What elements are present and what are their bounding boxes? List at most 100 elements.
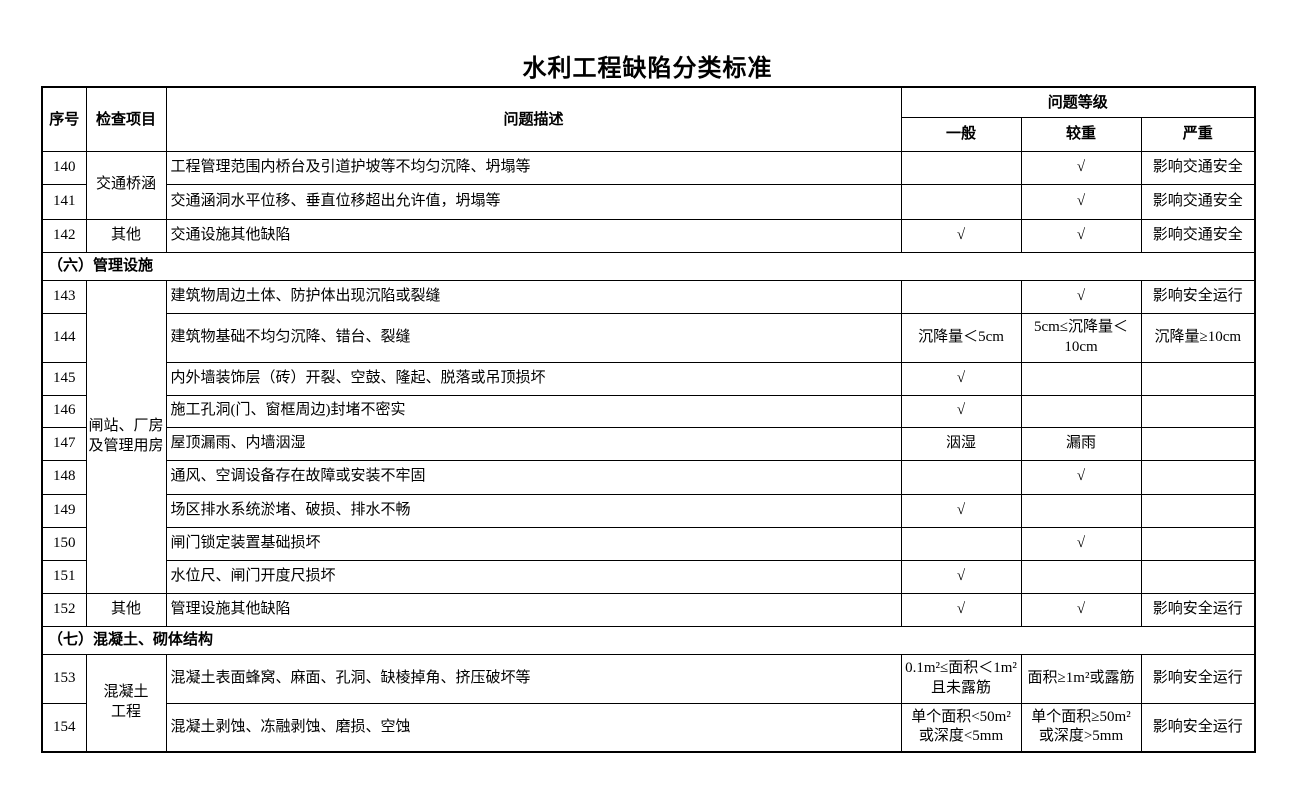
table-row: 144 建筑物基础不均匀沉降、错台、裂缝 沉降量＜5cm 5cm≤沉降量＜10c… xyxy=(41,312,1256,363)
severe-cell: 影响安全运行 xyxy=(1140,653,1256,704)
severe-cell xyxy=(1140,394,1256,428)
serious-cell: √ xyxy=(1020,592,1142,627)
severe-cell: 影响交通安全 xyxy=(1140,183,1256,220)
table-row: 140 交通桥涵 工程管理范围内桥台及引道护坡等不均匀沉降、坍塌等 √ 影响交通… xyxy=(41,150,1256,220)
serious-cell: 面积≥1m²或露筋 xyxy=(1020,653,1142,704)
serious-cell: 漏雨 xyxy=(1020,426,1142,461)
severe-cell: 沉降量≥10cm xyxy=(1140,312,1256,363)
item-cell: 其他 xyxy=(85,218,167,253)
serious-cell: √ xyxy=(1020,526,1142,561)
severe-cell xyxy=(1140,526,1256,561)
severe-cell xyxy=(1140,493,1256,528)
table-row: 146 施工孔洞(门、窗框周边)封堵不密实 √ xyxy=(41,394,1256,428)
row-no: 154 xyxy=(41,702,87,753)
serious-cell: √ xyxy=(1020,183,1142,220)
item-cell: 闸站、厂房 及管理用房 xyxy=(85,279,167,594)
section-label: （七）混凝土、砌体结构 xyxy=(41,625,1256,655)
table-row: 151 水位尺、闸门开度尺损坏 √ xyxy=(41,559,1256,594)
desc-cell: 混凝土剥蚀、冻融剥蚀、磨损、空蚀 xyxy=(165,702,902,753)
desc-cell: 场区排水系统淤堵、破损、排水不畅 xyxy=(165,493,902,528)
row-no: 148 xyxy=(41,459,87,495)
severe-cell xyxy=(1140,559,1256,594)
section-label: （六）管理设施 xyxy=(41,251,1256,281)
row-no: 153 xyxy=(41,653,87,704)
row-no: 141 xyxy=(41,183,87,220)
section-row-7: （七）混凝土、砌体结构 xyxy=(41,625,1256,655)
general-cell: 0.1m²≤面积＜1m²且未露筋 xyxy=(900,653,1022,704)
table-row: 141 交通涵洞水平位移、垂直位移超出允许值，坍塌等 √ 影响交通安全 xyxy=(41,183,1256,220)
serious-cell: √ xyxy=(1020,279,1142,314)
row-no: 147 xyxy=(41,426,87,461)
table-row: 152 其他 管理设施其他缺陷 √ √ 影响安全运行 xyxy=(41,592,1256,627)
severe-cell: 影响安全运行 xyxy=(1140,592,1256,627)
desc-cell: 施工孔洞(门、窗框周边)封堵不密实 xyxy=(165,394,902,428)
table-row: 154 混凝土剥蚀、冻融剥蚀、磨损、空蚀 单个面积<50m²或深度<5mm 单个… xyxy=(41,702,1256,753)
defect-classification-table: 序号 检查项目 问题描述 问题等级 一般 较重 严重 140 交通桥涵 工程管理… xyxy=(41,86,1257,753)
row-no: 146 xyxy=(41,394,87,428)
table-row: 142 其他 交通设施其他缺陷 √ √ 影响交通安全 xyxy=(41,218,1256,253)
general-cell: √ xyxy=(900,493,1022,528)
severe-cell xyxy=(1140,361,1256,396)
serious-cell: 5cm≤沉降量＜10cm xyxy=(1020,312,1142,363)
header-serious: 较重 xyxy=(1020,116,1142,152)
row-no: 149 xyxy=(41,493,87,528)
serious-cell: √ xyxy=(1020,218,1142,253)
table-row: 143 闸站、厂房 及管理用房 建筑物周边土体、防护体出现沉陷或裂缝 √ 影响安… xyxy=(41,279,1256,594)
desc-cell: 工程管理范围内桥台及引道护坡等不均匀沉降、坍塌等 xyxy=(165,150,902,185)
severe-cell: 影响安全运行 xyxy=(1140,702,1256,753)
general-cell: 单个面积<50m²或深度<5mm xyxy=(900,702,1022,753)
row-no: 140 xyxy=(41,150,87,185)
desc-cell: 闸门锁定装置基础损坏 xyxy=(165,526,902,561)
table-row: 145 内外墙装饰层（砖）开裂、空鼓、隆起、脱落或吊顶损坏 √ xyxy=(41,361,1256,396)
header-general: 一般 xyxy=(900,116,1022,152)
table-row: 150 闸门锁定装置基础损坏 √ xyxy=(41,526,1256,561)
general-cell: √ xyxy=(900,559,1022,594)
header-severe: 严重 xyxy=(1140,116,1256,152)
header-item: 检查项目 xyxy=(85,86,167,152)
general-cell: √ xyxy=(900,394,1022,428)
desc-cell: 内外墙装饰层（砖）开裂、空鼓、隆起、脱落或吊顶损坏 xyxy=(165,361,902,396)
item-cell: 其他 xyxy=(85,592,167,627)
general-cell xyxy=(900,150,1022,185)
general-cell: √ xyxy=(900,361,1022,396)
section-row-6: （六）管理设施 xyxy=(41,251,1256,281)
header-desc: 问题描述 xyxy=(165,86,902,152)
header-grade-group: 问题等级 xyxy=(900,86,1256,118)
general-cell: 洇湿 xyxy=(900,426,1022,461)
desc-cell: 混凝土表面蜂窝、麻面、孔洞、缺棱掉角、挤压破坏等 xyxy=(165,653,902,704)
serious-cell xyxy=(1020,493,1142,528)
serious-cell: 单个面积≥50m²或深度>5mm xyxy=(1020,702,1142,753)
desc-cell: 交通涵洞水平位移、垂直位移超出允许值，坍塌等 xyxy=(165,183,902,220)
row-no: 152 xyxy=(41,592,87,627)
header-row-2: 一般 较重 严重 xyxy=(42,116,1256,152)
serious-cell xyxy=(1020,559,1142,594)
row-no: 142 xyxy=(41,218,87,253)
severe-cell xyxy=(1140,426,1256,461)
page-title: 水利工程缺陷分类标准 xyxy=(522,55,773,82)
item-cell: 交通桥涵 xyxy=(85,150,167,220)
desc-cell: 屋顶漏雨、内墙洇湿 xyxy=(165,426,902,461)
general-cell: √ xyxy=(900,592,1022,627)
document-page: 水利工程缺陷分类标准 序号 检查项目 问题描述 问题等级 一般 较重 严重 xyxy=(0,56,1296,791)
general-cell xyxy=(900,279,1022,314)
serious-cell: √ xyxy=(1020,459,1142,495)
item-cell: 混凝土 工程 xyxy=(85,653,167,753)
desc-cell: 建筑物基础不均匀沉降、错台、裂缝 xyxy=(165,312,902,363)
general-cell xyxy=(900,526,1022,561)
row-no: 145 xyxy=(41,361,87,396)
header-row-1: 序号 检查项目 问题描述 问题等级 xyxy=(41,86,1256,152)
row-no: 143 xyxy=(41,279,87,314)
row-no: 144 xyxy=(41,312,87,363)
severe-cell xyxy=(1140,459,1256,495)
row-no: 151 xyxy=(41,559,87,594)
desc-cell: 交通设施其他缺陷 xyxy=(165,218,902,253)
desc-cell: 管理设施其他缺陷 xyxy=(165,592,902,627)
desc-cell: 水位尺、闸门开度尺损坏 xyxy=(165,559,902,594)
severe-cell: 影响交通安全 xyxy=(1140,218,1256,253)
table-row: 148 通风、空调设备存在故障或安装不牢固 √ xyxy=(41,459,1256,495)
header-no: 序号 xyxy=(41,86,87,152)
table-row: 153 混凝土 工程 混凝土表面蜂窝、麻面、孔洞、缺棱掉角、挤压破坏等 0.1m… xyxy=(41,653,1256,753)
general-cell xyxy=(900,183,1022,220)
table-row: 147 屋顶漏雨、内墙洇湿 洇湿 漏雨 xyxy=(41,426,1256,461)
desc-cell: 建筑物周边土体、防护体出现沉陷或裂缝 xyxy=(165,279,902,314)
